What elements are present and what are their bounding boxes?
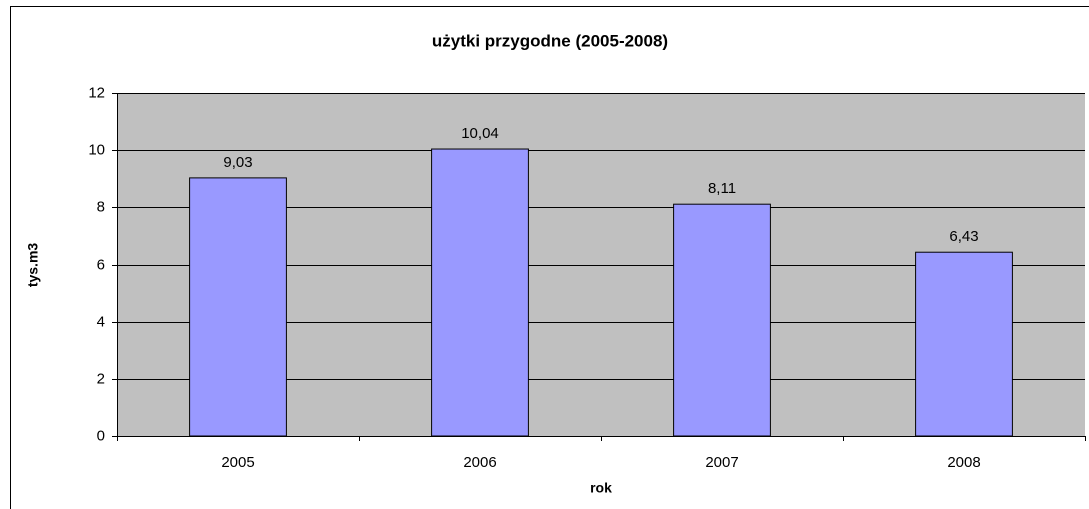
- x-tick-label: 2005: [221, 454, 254, 471]
- y-tick-label: 6: [97, 256, 105, 273]
- bar: [431, 148, 529, 437]
- chart-title: użytki przygodne (2005-2008): [432, 31, 668, 50]
- bar: [189, 177, 287, 437]
- y-tick-label: 2: [97, 370, 105, 387]
- bar: [673, 203, 771, 437]
- y-tick-label: 4: [97, 313, 105, 330]
- x-tick-label: 2008: [947, 454, 980, 471]
- x-axis-title: rok: [590, 480, 612, 496]
- y-tick-label: 8: [97, 198, 105, 215]
- x-tick-label: 2007: [705, 454, 738, 471]
- y-tick-label: 0: [97, 427, 105, 444]
- y-tick-label: 12: [88, 84, 105, 101]
- y-tick-label: 10: [88, 141, 105, 158]
- data-label: 9,03: [223, 154, 252, 171]
- x-tick-label: 2006: [463, 454, 496, 471]
- data-label: 8,11: [708, 180, 736, 197]
- data-label: 10,04: [461, 125, 499, 142]
- bar: [915, 251, 1013, 437]
- y-axis-title: tys.m3: [25, 243, 41, 288]
- data-label: 6,43: [949, 228, 978, 245]
